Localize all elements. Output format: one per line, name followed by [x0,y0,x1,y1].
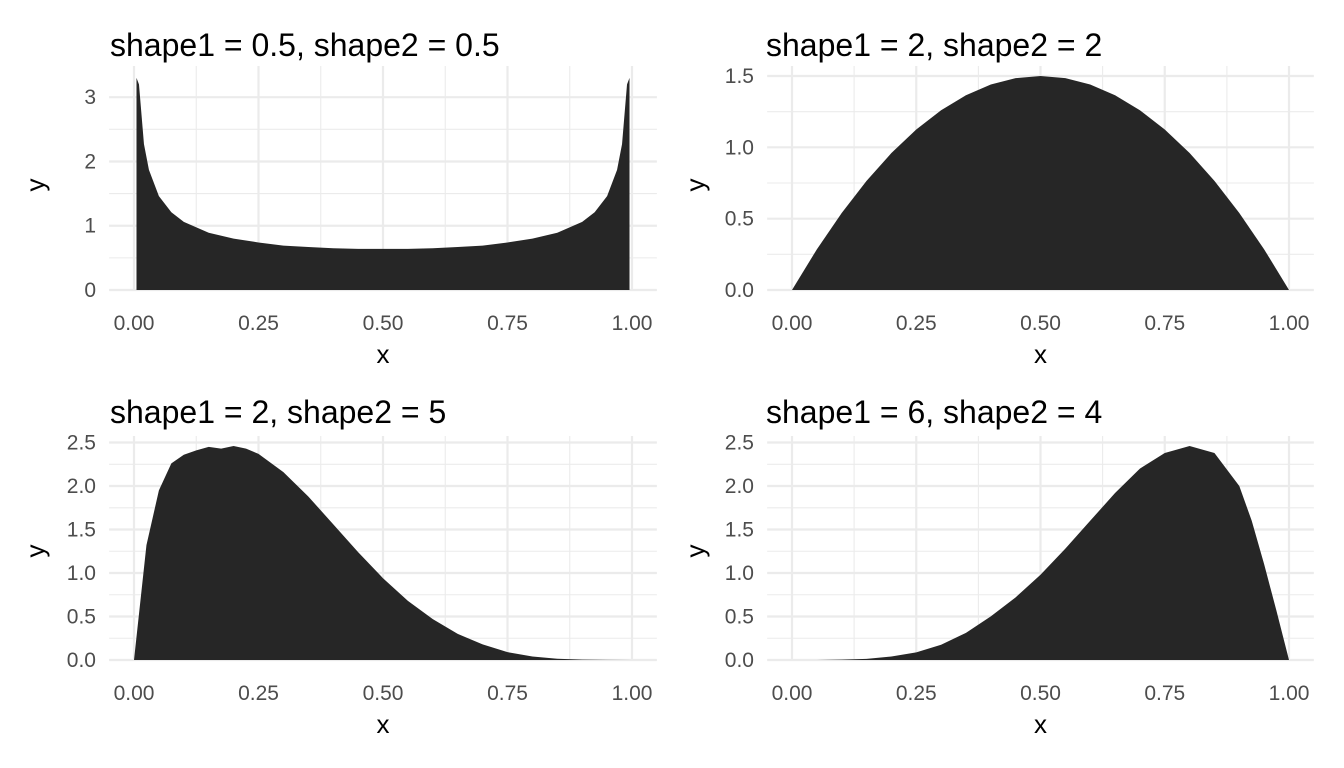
y-tick-label: 0.5 [725,208,754,231]
panel-title: shape1 = 6, shape2 = 4 [766,394,1102,430]
x-tick-label: 1.00 [612,682,653,705]
y-tick-label: 1.5 [725,65,754,88]
density-area [134,446,632,660]
x-tick-label: 0.50 [363,682,404,705]
x-tick-label: 0.75 [1144,312,1185,335]
y-tick-label: 2.5 [67,432,96,455]
y-tick-label: 1.0 [725,136,754,159]
x-tick-label: 0.75 [1144,682,1185,705]
y-tick-label: 3 [84,86,96,109]
panel-4: 0.00 0.25 0.50 0.75 1.00 0.0 0.5 1.0 1.5 2.0 2.5 x y… [680,394,1314,739]
y-tick-label: 0.0 [725,279,754,302]
x-tick-label: 1.00 [1269,682,1310,705]
y-tick-label: 2 [84,150,96,173]
y-tick-label: 1.0 [67,562,96,585]
y-axis-title: y [680,179,710,192]
panel-2: 0.00 0.25 0.50 0.75 1.00 0.0 0.5 1.0 1.5 x y shape1… [680,27,1314,369]
y-tick-label: 2.0 [67,475,96,498]
x-tick-label: 1.00 [1269,312,1310,335]
density-area [792,446,1289,660]
x-tick-label: 0.00 [114,682,155,705]
y-tick-label: 1.0 [725,562,754,585]
panel-title: shape1 = 2, shape2 = 5 [110,394,446,430]
x-tick-label: 0.50 [1020,682,1061,705]
x-tick-label: 0.25 [238,682,279,705]
panel-1: 0.00 0.25 0.50 0.75 1.00 0 1 2 3 x y shape1 = 0.5, … [20,27,657,369]
x-tick-label: 0.50 [363,312,404,335]
y-tick-label: 0.5 [67,606,96,629]
x-axis-title: x [377,709,390,739]
y-axis-title: y [20,179,50,192]
x-tick-label: 0.00 [772,682,813,705]
panel-title: shape1 = 0.5, shape2 = 0.5 [110,27,500,63]
x-tick-label: 0.00 [772,312,813,335]
x-tick-label: 0.25 [896,312,937,335]
y-axis-title: y [20,545,50,558]
x-tick-label: 0.00 [114,312,155,335]
x-tick-label: 0.25 [896,682,937,705]
density-area [792,76,1289,290]
y-tick-label: 2.5 [725,432,754,455]
x-axis-title: x [1034,709,1047,739]
y-tick-label: 2.0 [725,475,754,498]
x-axis-title: x [377,339,390,369]
x-tick-label: 0.75 [487,682,528,705]
y-tick-label: 0.0 [725,649,754,672]
y-tick-label: 1.5 [67,519,96,542]
x-tick-label: 0.75 [487,312,528,335]
y-tick-label: 1 [84,215,96,238]
x-tick-label: 0.50 [1020,312,1061,335]
x-tick-label: 1.00 [612,312,653,335]
y-tick-label: 1.5 [725,519,754,542]
y-tick-label: 0.0 [67,649,96,672]
y-axis-title: y [680,545,710,558]
panel-title: shape1 = 2, shape2 = 2 [766,27,1102,63]
y-tick-label: 0 [84,279,96,302]
x-tick-label: 0.25 [238,312,279,335]
panel-3: 0.00 0.25 0.50 0.75 1.00 0.0 0.5 1.0 1.5 2.0 2.5 x y… [20,394,657,739]
y-tick-label: 0.5 [725,606,754,629]
density-area [136,77,630,291]
x-axis-title: x [1034,339,1047,369]
